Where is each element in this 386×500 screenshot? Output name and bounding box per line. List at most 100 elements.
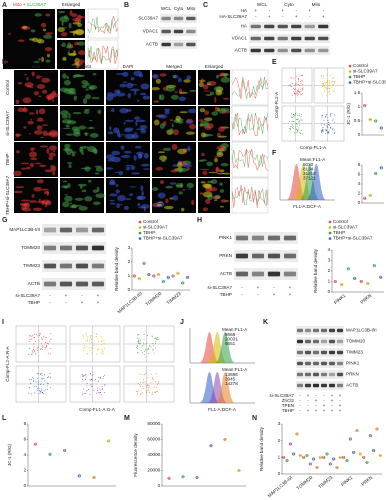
event	[40, 333, 41, 335]
event	[50, 338, 52, 340]
blot	[42, 224, 106, 236]
event	[138, 334, 140, 335]
profile-line	[231, 188, 269, 206]
cell-signal	[214, 199, 218, 201]
event	[45, 337, 47, 339]
label: Cyto	[284, 2, 294, 7]
cell-signal	[44, 47, 53, 52]
event	[138, 343, 140, 345]
blot	[42, 278, 106, 290]
event	[290, 83, 292, 85]
cell-signal	[152, 187, 159, 191]
event	[140, 350, 142, 352]
cell-signal	[123, 150, 132, 154]
label: +	[281, 8, 284, 13]
label: TBHP+si-SLC39A7	[143, 236, 183, 241]
blot	[296, 348, 344, 357]
cell-signal	[169, 197, 174, 200]
cell-signal	[220, 163, 229, 167]
event	[41, 378, 43, 380]
band	[304, 339, 312, 344]
label: +	[81, 300, 84, 305]
cell-signal	[203, 117, 213, 122]
event	[300, 75, 302, 77]
cell-signal	[142, 95, 150, 100]
event	[101, 385, 103, 387]
cell-signal	[58, 27, 68, 29]
event	[147, 348, 149, 350]
event	[35, 353, 36, 355]
label: Comp-FL1-A:G-A	[79, 407, 116, 412]
cell-signal	[200, 120, 210, 126]
profile-plot	[87, 8, 119, 39]
cell-signal	[165, 86, 175, 92]
cell-signal	[66, 75, 69, 80]
cell-signal	[32, 207, 43, 211]
event	[33, 347, 35, 349]
cell-signal	[66, 120, 77, 125]
cell-signal	[60, 110, 69, 116]
event	[82, 335, 84, 337]
cell-signal	[73, 95, 77, 101]
label: -	[309, 14, 311, 19]
event	[83, 388, 84, 390]
cell-signal	[15, 99, 20, 105]
event	[139, 381, 141, 383]
cell-signal	[30, 147, 36, 150]
band	[304, 328, 312, 333]
cell-signal	[115, 189, 120, 194]
cell-signal	[44, 201, 48, 208]
cell-signal	[41, 124, 49, 126]
cell-signal	[63, 185, 68, 189]
band	[304, 372, 312, 377]
data-point	[368, 193, 372, 197]
label: HA-SLC39A7	[219, 14, 247, 19]
label: TIMM23	[23, 263, 40, 268]
label: 2	[358, 191, 361, 196]
event	[144, 351, 146, 353]
event	[49, 386, 51, 388]
event	[99, 377, 101, 379]
cell-signal	[139, 92, 147, 96]
event	[328, 90, 330, 92]
cell-signal	[72, 18, 81, 22]
label: G	[2, 217, 8, 224]
event	[300, 115, 302, 117]
event	[85, 374, 87, 376]
cell-signal	[64, 143, 71, 149]
cell-signal	[186, 166, 190, 171]
event	[137, 392, 139, 394]
event	[86, 385, 88, 387]
event	[36, 385, 38, 387]
cell-signal	[89, 127, 94, 129]
cell-signal	[3, 60, 9, 63]
cell-signal	[89, 119, 93, 122]
event	[322, 95, 324, 97]
event	[95, 336, 97, 338]
event	[29, 338, 31, 340]
event	[83, 344, 85, 346]
event	[302, 75, 304, 77]
label: PRKN	[359, 293, 372, 305]
event	[289, 85, 291, 87]
band	[250, 36, 261, 41]
label: Fluorescence density	[133, 433, 138, 477]
data-point	[48, 452, 52, 456]
cell-signal	[151, 87, 160, 91]
event	[41, 374, 43, 376]
band	[318, 36, 329, 41]
band	[328, 350, 336, 355]
event	[44, 347, 46, 349]
event	[297, 129, 298, 131]
cell-signal	[178, 96, 187, 102]
event	[92, 373, 94, 375]
cell-signal	[177, 148, 187, 155]
label: +	[331, 408, 334, 413]
cell-signal	[41, 56, 45, 63]
label: si-SLC39A7	[207, 285, 232, 290]
label: 1	[328, 279, 331, 284]
band	[264, 36, 275, 41]
event	[152, 349, 154, 351]
cell-signal	[200, 78, 205, 82]
event	[44, 341, 46, 343]
